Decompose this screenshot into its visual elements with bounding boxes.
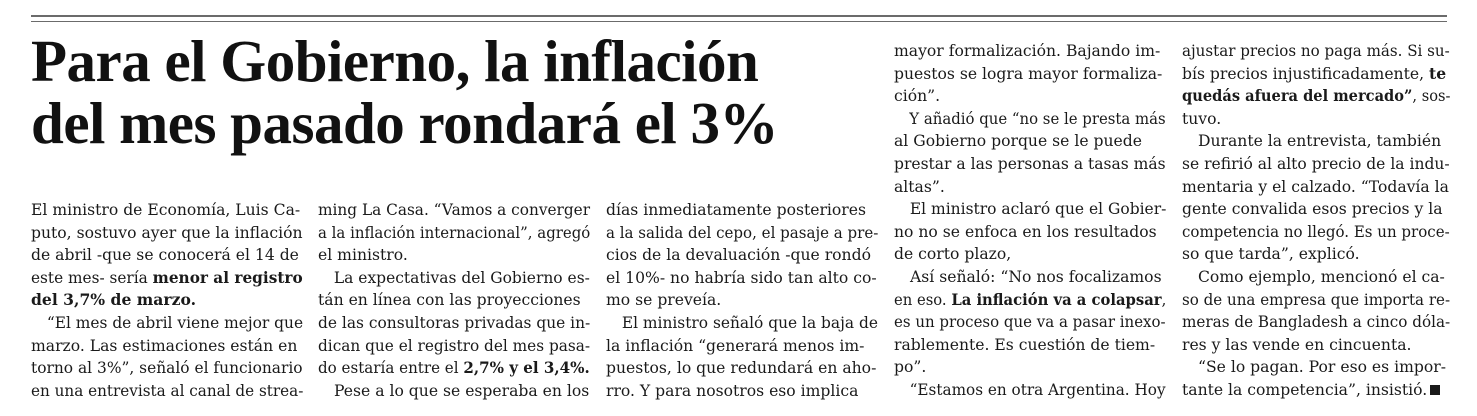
text-line: “Se lo pagan. Por eso es impor- [1198, 358, 1446, 377]
text-line: no no se enfoca en los resultados [894, 222, 1157, 241]
bold-text: 2,7% y el 3,4%. [463, 358, 590, 378]
text-line: prestar a las personas a tasas más [894, 154, 1166, 173]
text-line: el ministro. [318, 246, 408, 265]
headline: Para el Gobierno, la inflación del mes p… [31, 30, 881, 154]
column-2: ming La Casa. “Vamos a converger a la in… [318, 199, 590, 402]
text-line: días inmediatamente posteriores [606, 201, 866, 219]
text-line: El ministro de Economía, Luis Ca- [31, 201, 301, 219]
text-line: puto, sostuvo ayer que la inflación [31, 223, 303, 242]
text-line: ming La Casa. “Vamos a converger [318, 201, 591, 219]
text-line: Pese a lo que se esperaba en los [334, 381, 590, 400]
text-line: competencia no llegó. Es un proce- [1182, 222, 1450, 241]
text-line: marzo. Las estimaciones están en [31, 336, 298, 355]
text-line: del 3,7% de marzo. [31, 289, 303, 312]
text-line: Como ejemplo, mencionó el ca- [1198, 267, 1445, 286]
text-line: ajustar precios no paga más. Si su- [1182, 42, 1450, 60]
text-line: meras de Bangladesh a cinco dóla- [1182, 313, 1451, 332]
text-line: en una entrevista al canal de strea- [31, 381, 304, 400]
text-line: El ministro aclaró que el Gobier- [909, 200, 1167, 219]
text-line: po”. [894, 358, 927, 377]
text-line: a la inflación internacional”, agregó [318, 223, 591, 242]
text-line: tán en línea con las proyecciones [318, 291, 581, 310]
text-line: rro. Y para nosotros eso implica [606, 381, 859, 400]
text-line: dican que el registro del mes pasa- [318, 336, 591, 355]
headline-line-1: Para el Gobierno, la inflación [31, 28, 759, 94]
text-line: Así señaló: “No nos focalizamos [910, 267, 1162, 286]
text-line: puestos, lo que redundará en aho- [606, 359, 877, 378]
column-3: días inmediatamente posteriores a la sal… [606, 199, 878, 402]
bold-text: del 3,7% de marzo. [31, 290, 197, 310]
top-rule [31, 15, 1447, 17]
text-line: quedás afuera del mercado”, sos- [1182, 85, 1450, 108]
text-run: bís precios injustificadamente, [1182, 64, 1430, 83]
text-line: altas”. [894, 177, 945, 196]
text-run: tante la competencia”, insistió. [1182, 380, 1428, 399]
headline-line-2: del mes pasado rondará el 3% [31, 90, 779, 156]
text-line: tante la competencia”, insistió. [1182, 379, 1450, 402]
text-line: de corto plazo, [894, 245, 1012, 264]
text-line: mayor formalización. Bajando im- [894, 42, 1161, 60]
text-line: “El mes de abril viene mejor que [46, 313, 304, 332]
text-line: “Estamos en otra Argentina. Hoy [909, 380, 1166, 399]
text-line: bís precios injustificadamente, te [1182, 63, 1450, 86]
text-run: , [1161, 290, 1167, 309]
column-1: El ministro de Economía, Luis Ca- puto, … [31, 199, 303, 402]
text-line: rablemente. Es cuestión de tiem- [894, 335, 1156, 354]
text-line: so de una empresa que importa re- [1182, 290, 1451, 309]
text-line: La expectativas del Gobierno es- [333, 268, 590, 287]
bold-text: quedás afuera del mercado” [1182, 86, 1413, 106]
text-line: mentaria y el calzado. “Todavía la [1182, 177, 1449, 196]
top-rule-thin [31, 21, 1447, 22]
text-line: torno al 3%”, señaló el funcionario [31, 359, 303, 378]
text-line: el 10%- no habría sido tan alto co- [606, 268, 877, 287]
text-line: puestos se logra mayor formaliza- [894, 64, 1163, 83]
text-run: en eso. [894, 290, 952, 309]
text-line: so que tarda”, explicó. [1182, 245, 1360, 264]
text-line: res y las vende en cincuenta. [1182, 335, 1412, 354]
text-line: este mes- sería menor al registro [31, 267, 303, 290]
text-line: gente convalida esos precios y la [1182, 200, 1443, 219]
text-run: , sos- [1412, 87, 1451, 106]
bold-text: La inflación va a colapsar [951, 289, 1162, 309]
text-line: Y añadió que “no se le presta más [909, 109, 1166, 128]
text-line: a la salida del cepo, el pasaje a pre- [606, 223, 879, 242]
text-line: do estaría entre el 2,7% y el 3,4%. [318, 357, 590, 380]
end-mark-icon [1430, 384, 1441, 395]
text-line: ción”. [894, 87, 941, 106]
text-line: se refirió al alto precio de la indu- [1182, 154, 1450, 173]
text-line: tuvo. [1182, 109, 1222, 128]
text-line: de abril -que se conocerá el 14 de [31, 246, 299, 265]
text-line: es un proceso que va a pasar inexo- [894, 313, 1166, 332]
text-line: al Gobierno porque se le puede [894, 132, 1142, 151]
bold-text: te [1429, 63, 1447, 83]
bold-text: menor al registro [152, 267, 303, 287]
text-line: cios de la devaluación -que rondó [606, 246, 871, 265]
column-5: ajustar precios no paga más. Si su- bís … [1182, 40, 1450, 402]
column-4: mayor formalización. Bajando im- puestos… [894, 40, 1166, 402]
text-line: El ministro señaló que la baja de [621, 313, 878, 332]
text-line: de las consultoras privadas que in- [318, 313, 591, 332]
text-line: mo se preveía. [606, 291, 722, 310]
text-line: en eso. La inflación va a colapsar, [894, 289, 1166, 312]
text-run: do estaría entre el [318, 359, 464, 378]
text-line: Durante la entrevista, también [1198, 132, 1442, 151]
text-run: este mes- sería [31, 268, 153, 287]
text-line: la inflación “generará menos im- [606, 336, 865, 355]
